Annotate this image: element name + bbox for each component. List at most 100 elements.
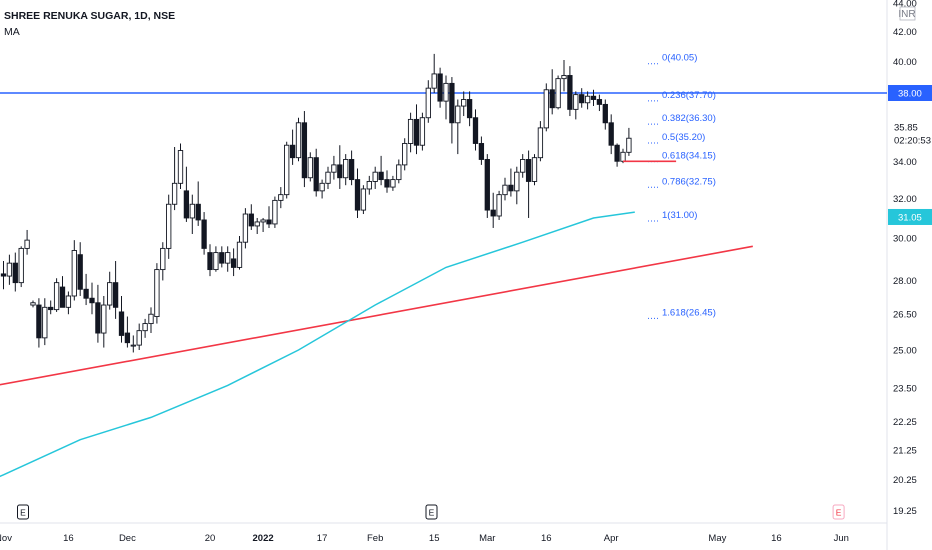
indicator-label[interactable]: MA: [4, 26, 20, 38]
candle-body: [319, 182, 325, 192]
price-tick-label: 19.25: [893, 506, 917, 517]
candle-body: [6, 262, 13, 277]
candle-body: [89, 297, 95, 304]
candle-body: [590, 95, 597, 100]
candle-body: [254, 221, 260, 227]
candle-body: [443, 82, 449, 102]
candle-body: [18, 247, 24, 284]
time-tick-label: Mar: [479, 533, 495, 544]
candle-body: [242, 213, 249, 243]
price-tick-label: 21.25: [893, 445, 917, 456]
time-tick-label: 16: [541, 533, 552, 544]
hline-price-badge: [888, 85, 932, 101]
candle-body: [142, 323, 148, 332]
candle-body: [53, 282, 60, 311]
candle-body: [24, 239, 30, 249]
candle-body: [160, 247, 166, 271]
candle-body: [484, 159, 490, 211]
fib-level-label: 0.618(34.15): [662, 151, 716, 162]
candle-body: [219, 252, 225, 264]
candle-body: [189, 203, 195, 219]
candle-body: [372, 171, 378, 182]
last-price-badge: [888, 120, 932, 149]
candle-body: [65, 295, 72, 308]
time-tick-label: Dec: [119, 533, 136, 544]
candle-body: [478, 143, 485, 160]
time-tick-label: Nov: [0, 533, 12, 544]
time-tick-label: Apr: [604, 533, 619, 544]
candle-body: [366, 181, 372, 190]
candle-body: [201, 219, 207, 249]
candle-body: [118, 311, 125, 336]
candle-body: [360, 188, 367, 211]
ma-group: [0, 211, 635, 490]
countdown-text: 02:20:53: [894, 136, 931, 147]
candle-body: [490, 209, 496, 217]
candle-body: [531, 157, 538, 182]
candle-body: [301, 122, 308, 179]
candle-body: [112, 282, 119, 308]
candle-body: [107, 282, 113, 306]
candle-body: [12, 262, 18, 284]
ma-price-text: 31.05: [898, 212, 922, 223]
candle-body: [390, 179, 396, 188]
candle-body: [30, 302, 36, 306]
candle-body: [148, 313, 154, 325]
candle-body: [284, 144, 290, 196]
candle-body: [402, 143, 408, 166]
candle-body: [461, 99, 467, 107]
candle-body: [549, 89, 555, 109]
candle-body: [213, 252, 219, 271]
fib-level-label: 0.5(35.20): [662, 132, 705, 143]
price-tick-label: 42.00: [893, 27, 917, 38]
price-tick-label: 26.50: [893, 310, 917, 321]
price-badges: 38.00 31.05 35.85 02:20:53: [888, 6, 932, 225]
time-ticks: Nov 16 Dec 20 2022 17 Feb 15 Mar 16 Apr May 16 Jun: [0, 533, 849, 544]
price-tick-label: 23.50: [893, 383, 917, 394]
candle-body: [514, 171, 520, 192]
candle-body: [348, 159, 355, 181]
time-tick-label: 16: [63, 533, 74, 544]
candle-body: [48, 306, 54, 311]
earnings-event-letter: E: [429, 508, 435, 518]
candle-body: [289, 144, 296, 159]
currency-box: [899, 6, 916, 21]
fib-level-label: 0.382(36.30): [662, 113, 716, 124]
time-tick-label: 15: [429, 533, 440, 544]
candle-body: [313, 157, 319, 192]
candle-body: [378, 171, 384, 181]
time-tick-label: May: [708, 533, 726, 544]
moving-average-line[interactable]: [0, 211, 635, 490]
earnings-event-marker[interactable]: [425, 504, 438, 520]
candle-body: [496, 194, 502, 217]
candle-body: [579, 94, 585, 104]
earnings-event-marker[interactable]: [17, 504, 29, 520]
fib-level-label: 0(40.05): [662, 53, 697, 64]
candle-body: [431, 73, 437, 89]
earnings-event-marker[interactable]: [832, 504, 845, 520]
price-tick-label: 40.00: [893, 57, 917, 68]
trendline[interactable]: [0, 245, 753, 390]
candle-body: [71, 250, 77, 297]
candle-body: [543, 89, 549, 129]
price-tick-label: 44.00: [893, 0, 917, 10]
candle-body: [0, 273, 7, 277]
price-tick-label: 22.25: [893, 417, 917, 428]
currency-label: INR: [898, 9, 915, 20]
price-tick-label: 20.25: [893, 475, 917, 486]
candle-body: [154, 269, 160, 318]
time-tick-label: 17: [317, 533, 328, 544]
candle-body: [437, 73, 443, 102]
candle-body: [183, 190, 190, 219]
fib-level-label: 1.618(26.45): [662, 307, 716, 318]
candle-body: [36, 304, 42, 339]
candle-body: [278, 194, 284, 201]
candle-body: [266, 219, 272, 225]
candle-body: [472, 117, 479, 144]
time-tick-label: Jun: [834, 533, 849, 544]
candle-body: [525, 159, 532, 182]
candle-body: [207, 252, 213, 271]
candle-body: [425, 87, 431, 119]
